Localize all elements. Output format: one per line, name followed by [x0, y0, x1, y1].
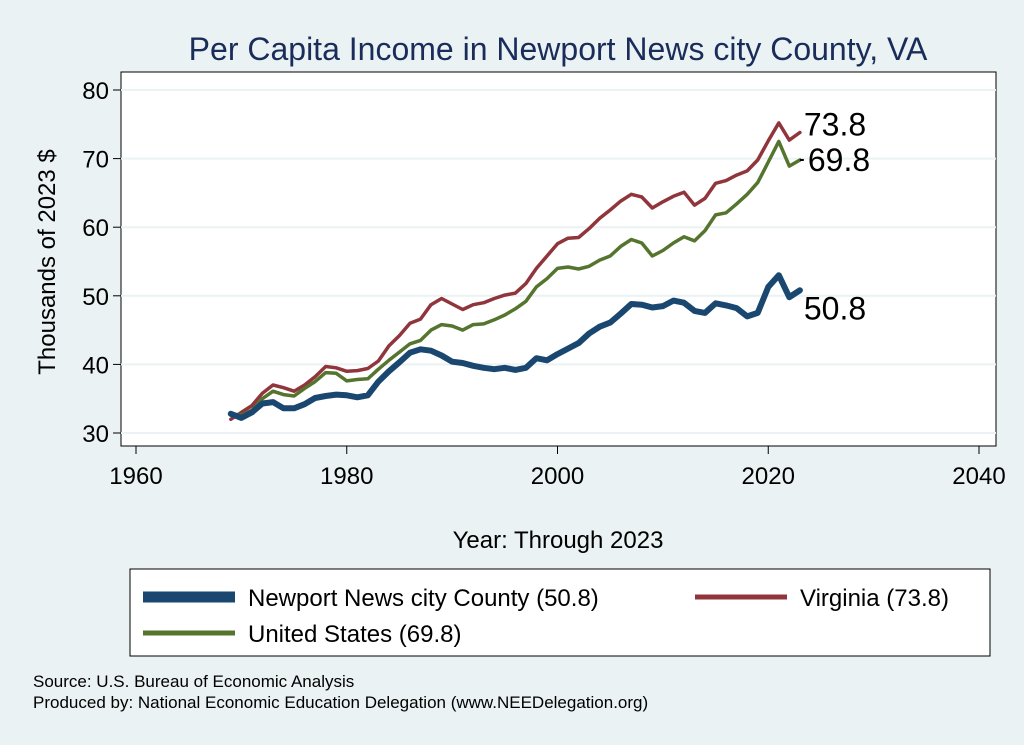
end-label-county: 50.8: [804, 290, 866, 326]
x-tick-label: 2040: [952, 463, 1005, 490]
plot-area: [120, 71, 997, 447]
x-tick-label: 2000: [531, 463, 584, 490]
end-label-virginia: 73.8: [804, 107, 866, 143]
y-axis: 30 40 50 60 70 80: [82, 78, 121, 448]
y-tick-label: 40: [82, 352, 109, 379]
chart-title: Per Capita Income in Newport News city C…: [189, 31, 928, 67]
source-note: Source: U.S. Bureau of Economic Analysis: [33, 672, 354, 691]
series-lines: [227, 121, 803, 422]
y-tick-label: 80: [82, 78, 109, 105]
x-tick-label: 1980: [320, 463, 373, 490]
grid-lines: [121, 89, 996, 434]
end-label-us: 69.8: [808, 142, 870, 178]
legend-label-county: Newport News city County (50.8): [248, 585, 599, 612]
series-line-virginia: [229, 121, 802, 422]
producer-note: Produced by: National Economic Education…: [33, 693, 648, 712]
y-tick-label: 30: [82, 421, 109, 448]
legend-item-us: United States (69.8): [143, 621, 461, 648]
y-axis-label: Thousands of 2023 $: [34, 149, 61, 375]
legend-item-virginia: Virginia (73.8): [695, 585, 949, 612]
y-tick-label: 60: [82, 215, 109, 242]
series-line-county: [227, 272, 803, 421]
legend-label-virginia: Virginia (73.8): [800, 585, 949, 612]
legend-box: [129, 568, 991, 657]
x-axis-label: Year: Through 2023: [453, 527, 664, 554]
x-tick-label: 1960: [109, 463, 162, 490]
series-line-us: [229, 139, 802, 417]
y-tick-label: 50: [82, 284, 109, 311]
legend-item-county: Newport News city County (50.8): [143, 585, 599, 612]
legend-label-us: United States (69.8): [248, 621, 461, 648]
y-tick-label: 70: [82, 147, 109, 174]
end-labels: 50.8 73.869.8: [799, 107, 870, 326]
x-axis: 1960 1980 2000 2020 2040: [109, 446, 1006, 490]
x-tick-label: 2020: [742, 463, 795, 490]
